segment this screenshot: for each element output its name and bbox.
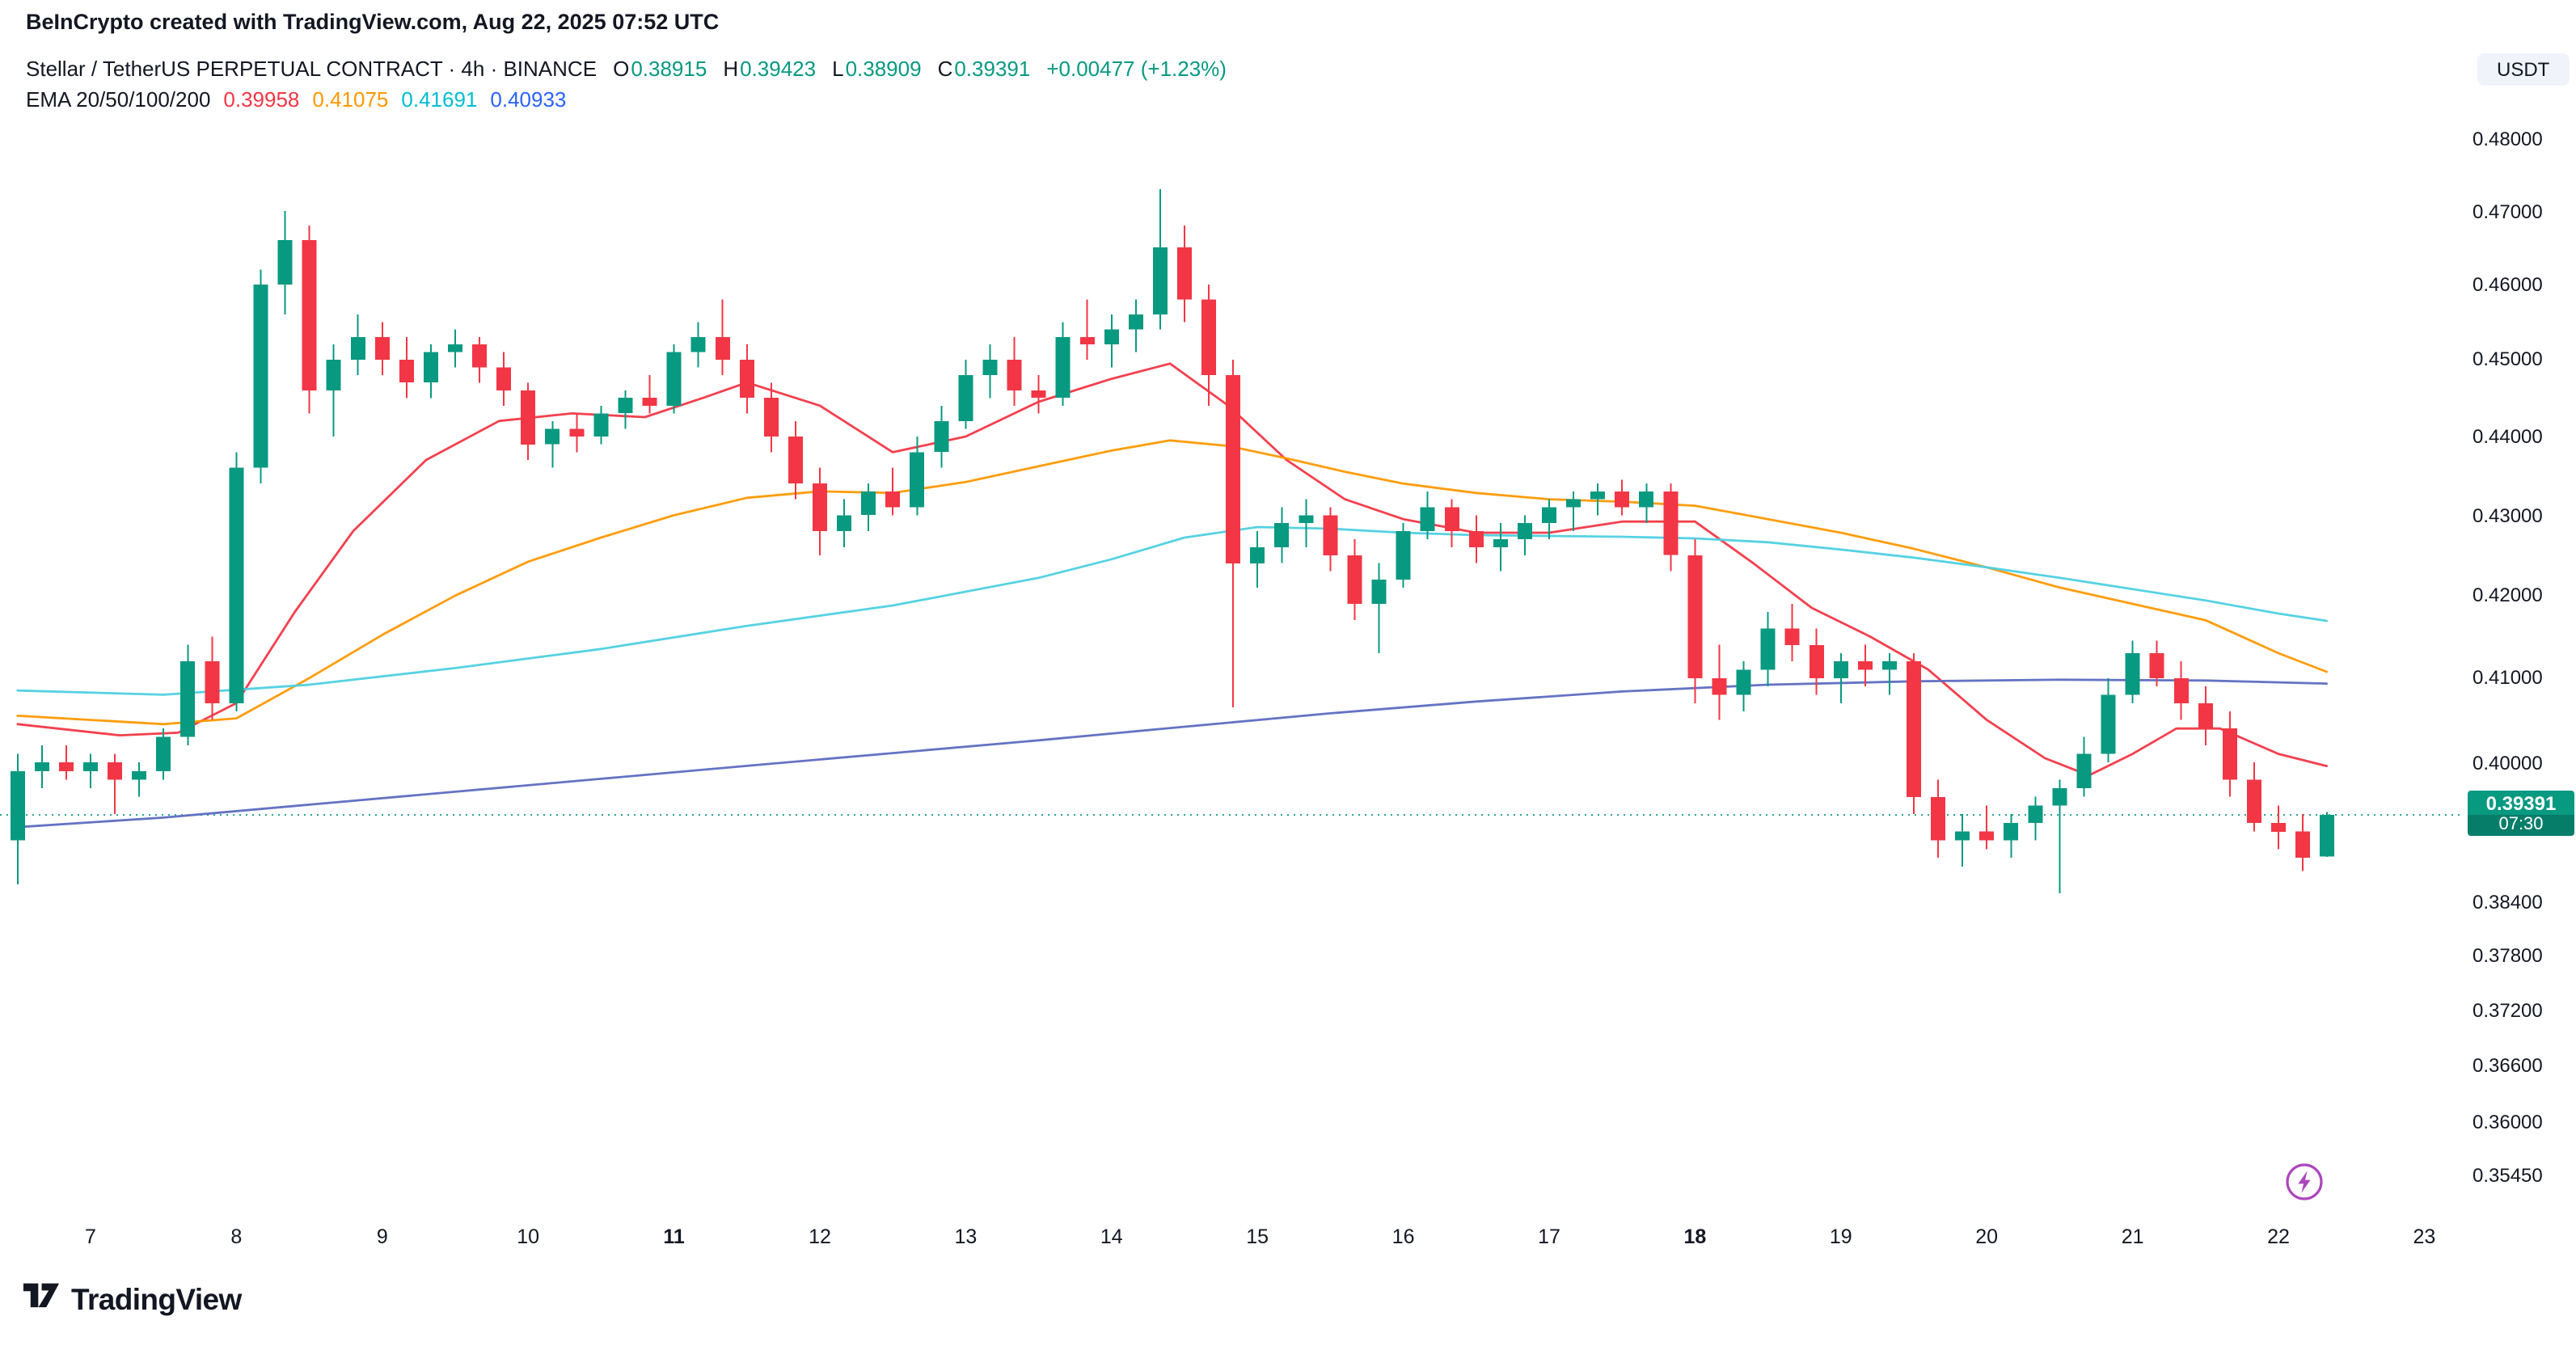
price-tick-label: 0.37800 [2473, 944, 2543, 968]
ema20-value: 0.39958 [223, 86, 300, 111]
price-tick-label: 0.43000 [2473, 504, 2543, 527]
time-tick-label: 10 [517, 1226, 540, 1248]
price-tick-label: 0.36000 [2473, 1111, 2543, 1134]
price-tick-label: 0.41000 [2473, 666, 2543, 690]
lightning-bolt-icon [2286, 1163, 2323, 1200]
time-tick-label: 21 [2121, 1226, 2144, 1248]
flash-icon[interactable] [2283, 1161, 2325, 1203]
ema100-value: 0.41691 [401, 86, 478, 111]
time-tick-label: 18 [1683, 1226, 1707, 1248]
currency-button[interactable]: USDT [2477, 53, 2570, 86]
time-tick-label: 8 [230, 1226, 243, 1248]
time-tick-label: 15 [1246, 1226, 1269, 1248]
time-tick-label: 9 [376, 1226, 388, 1248]
price-tick-label: 0.35450 [2473, 1164, 2543, 1187]
time-tick-label: 19 [1829, 1226, 1852, 1248]
time-tick-label: 7 [85, 1226, 96, 1248]
price-axis[interactable]: 0.48000 0.47000 0.46000 0.45000 0.44000 0.430… [2473, 0, 2576, 1222]
price-tick-label: 0.45000 [2473, 348, 2543, 371]
ema200-value: 0.40933 [490, 86, 567, 111]
chart-legend: Stellar / TetherUS PERPETUAL CONTRACT · … [26, 53, 1227, 113]
price-tick-label: 0.42000 [2473, 584, 2543, 607]
time-tick-label: 23 [2413, 1226, 2436, 1248]
ema-indicator-label[interactable]: EMA 20/50/100/200 [26, 86, 211, 111]
price-tick-label: 0.40000 [2473, 751, 2543, 774]
symbol-title[interactable]: Stellar / TetherUS PERPETUAL CONTRACT · … [26, 56, 598, 80]
ohlc-high: H 0.39423 [723, 56, 817, 80]
price-tick-label: 0.47000 [2473, 200, 2543, 223]
time-tick-label: 16 [1391, 1226, 1415, 1248]
ohlc-open: O 0.38915 [613, 56, 707, 80]
time-tick-label: 13 [954, 1226, 978, 1248]
price-tick-label: 0.48000 [2473, 128, 2543, 150]
ohlc-low: L 0.38909 [832, 56, 922, 80]
last-price-value: 0.39391 [2485, 792, 2557, 816]
tradingview-logo-text: TradingView [71, 1281, 242, 1315]
price-tick-label: 0.38400 [2473, 890, 2543, 913]
tradingview-logo[interactable]: TradingView [23, 1280, 242, 1318]
price-tick-label: 0.46000 [2473, 273, 2543, 296]
legend-row-symbol: Stellar / TetherUS PERPETUAL CONTRACT · … [26, 53, 1227, 82]
time-tick-label: 14 [1100, 1226, 1123, 1248]
time-tick-label: 22 [2267, 1226, 2290, 1248]
price-tick-label: 0.44000 [2473, 425, 2543, 449]
time-axis[interactable]: 7 8 9 10 11 12 13 14 15 16 17 18 19 20 21 22 23 [0, 1222, 2464, 1255]
ohlc-close: C 0.39391 [937, 56, 1031, 80]
change-value: +0.00477 (+1.23%) [1046, 56, 1227, 80]
tradingview-logo-icon [23, 1283, 60, 1308]
last-price-badge: 0.39391 07:30 [2468, 791, 2574, 837]
bar-countdown: 07:30 [2468, 815, 2574, 837]
time-tick-label: 11 [663, 1226, 685, 1248]
time-tick-label: 20 [1975, 1226, 1999, 1248]
header-credit: BeInCrypto created with TradingView.com,… [26, 10, 720, 34]
ema50-value: 0.41075 [312, 86, 389, 111]
price-tick-label: 0.37200 [2473, 999, 2543, 1023]
price-tick-label: 0.36600 [2473, 1054, 2543, 1078]
time-tick-label: 12 [809, 1226, 831, 1248]
legend-row-ema: EMA 20/50/100/200 0.39958 0.41075 0.4169… [26, 84, 1227, 113]
time-tick-label: 17 [1538, 1226, 1560, 1248]
